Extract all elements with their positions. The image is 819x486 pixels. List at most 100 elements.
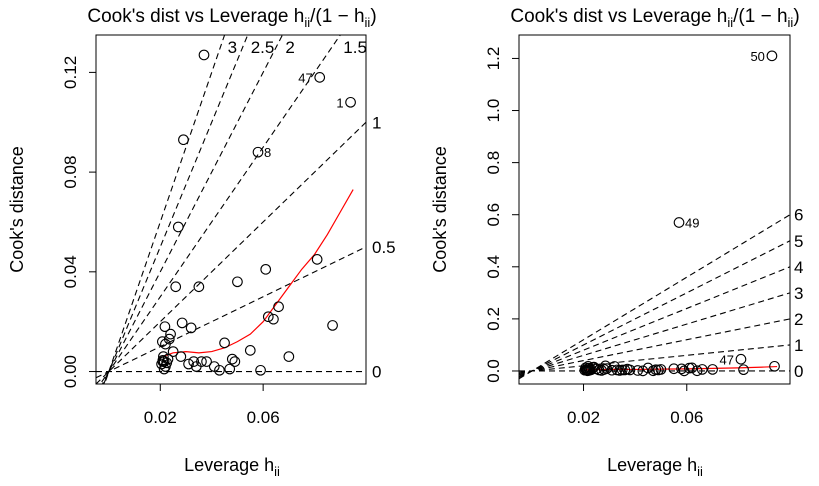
point-label: 8: [264, 145, 271, 160]
data-point: [160, 361, 171, 372]
smooth-trend-line: [162, 189, 354, 358]
contour-line-2-5: [103, 35, 249, 384]
chart-title: Cook's dist vs Leverage hii/(1 − hii): [510, 6, 799, 30]
y-tick-label: 0.8: [484, 151, 503, 175]
x-axis-label: Leverage hii: [184, 455, 280, 479]
data-point: [262, 311, 274, 323]
data-point: [580, 364, 592, 376]
point-label: 1: [336, 95, 343, 110]
data-point: [226, 353, 238, 365]
data-point: [201, 356, 212, 367]
contour-label: 1: [372, 113, 381, 132]
data-point: [157, 356, 169, 367]
data-point: [165, 328, 176, 340]
data-point: [214, 364, 225, 376]
data-point: [668, 363, 680, 375]
contour-line-1-5: [99, 35, 341, 384]
y-tick-label: 1.0: [484, 99, 503, 123]
data-point: [244, 344, 256, 356]
data-point: [676, 363, 687, 375]
contour-line-1: [519, 344, 790, 373]
data-point: [176, 317, 188, 329]
point-label: 47: [298, 70, 312, 85]
data-point: [232, 276, 243, 288]
data-point: [252, 146, 264, 158]
data-point: [163, 333, 175, 345]
data-point: [193, 281, 205, 293]
contour-line-4: [519, 266, 790, 377]
y-tick-label: 0.0: [484, 359, 503, 383]
y-tick-label: 0.08: [61, 156, 80, 189]
data-point: [327, 320, 338, 331]
data-point: [738, 364, 749, 376]
data-point: [224, 363, 236, 375]
contour-label: 1.5: [343, 38, 367, 57]
contour-label: 3: [794, 284, 803, 303]
data-point: [260, 263, 272, 275]
data-points: [579, 50, 780, 377]
data-point: [624, 364, 636, 376]
contour-lines: [519, 214, 790, 380]
plot-frame: [518, 34, 791, 385]
contour-line-2: [101, 35, 284, 384]
point-label: 47: [719, 352, 733, 367]
data-point: [678, 365, 690, 377]
data-point: [170, 281, 182, 293]
data-point: [255, 364, 266, 376]
x-axis-label: Leverage hii: [607, 455, 703, 479]
data-point: [273, 301, 284, 313]
y-tick-label: 0.04: [61, 255, 80, 288]
y-tick-label: 0.6: [484, 203, 503, 227]
data-point: [769, 360, 780, 372]
contour-label: 2: [794, 310, 803, 329]
cooks-vs-leverage-panel-right: Cook's dist vs Leverage hii/(1 − hii) 0.0…: [430, 6, 804, 479]
data-point: [283, 351, 295, 362]
contour-line-5: [519, 240, 790, 378]
x-tick-label: 0.02: [144, 408, 177, 427]
data-point: [196, 356, 207, 367]
cooks-vs-leverage-panel-left: Cook's dist vs Leverage hii/(1 − hii) 0.0…: [7, 6, 396, 479]
contour-lines: [96, 35, 366, 384]
data-point: [735, 353, 747, 365]
data-point: [345, 96, 356, 108]
point-label: 49: [685, 216, 699, 231]
data-point: [185, 322, 197, 334]
y-tick-label: 0.12: [61, 56, 80, 89]
contour-line-1: [96, 121, 366, 384]
data-point: [188, 356, 200, 367]
contour-label: 0: [794, 362, 803, 381]
data-point: [183, 358, 194, 370]
contour-label: 3: [228, 38, 237, 57]
data-point: [229, 356, 241, 367]
data-point: [766, 50, 778, 62]
y-tick-label: 0.4: [484, 255, 503, 279]
contour-line-3: [103, 35, 226, 384]
data-point: [178, 134, 189, 146]
contour-label: 1: [794, 336, 803, 355]
data-point: [314, 72, 326, 83]
data-point: [642, 362, 654, 374]
data-point: [219, 337, 230, 349]
y-tick-label: 0.2: [484, 307, 503, 331]
y-axis-label: Cook's distance: [430, 146, 450, 273]
data-point: [655, 364, 667, 375]
data-point: [159, 321, 171, 333]
data-point: [691, 365, 703, 377]
contour-label: 6: [794, 206, 803, 225]
data-point: [311, 254, 323, 265]
data-point: [172, 221, 184, 233]
contour-label: 2: [285, 38, 294, 57]
contour-line-2: [519, 318, 790, 375]
contour-line-6: [519, 214, 790, 380]
data-point: [637, 365, 649, 377]
contour-label: 5: [794, 232, 803, 251]
data-point: [686, 362, 698, 374]
x-tick-label: 0.02: [567, 408, 600, 427]
data-points: [156, 49, 356, 376]
data-point: [167, 346, 179, 357]
y-tick-label: 0.00: [61, 355, 80, 388]
data-point: [268, 313, 279, 325]
data-point: [156, 336, 168, 347]
contour-label: 0: [372, 363, 381, 382]
